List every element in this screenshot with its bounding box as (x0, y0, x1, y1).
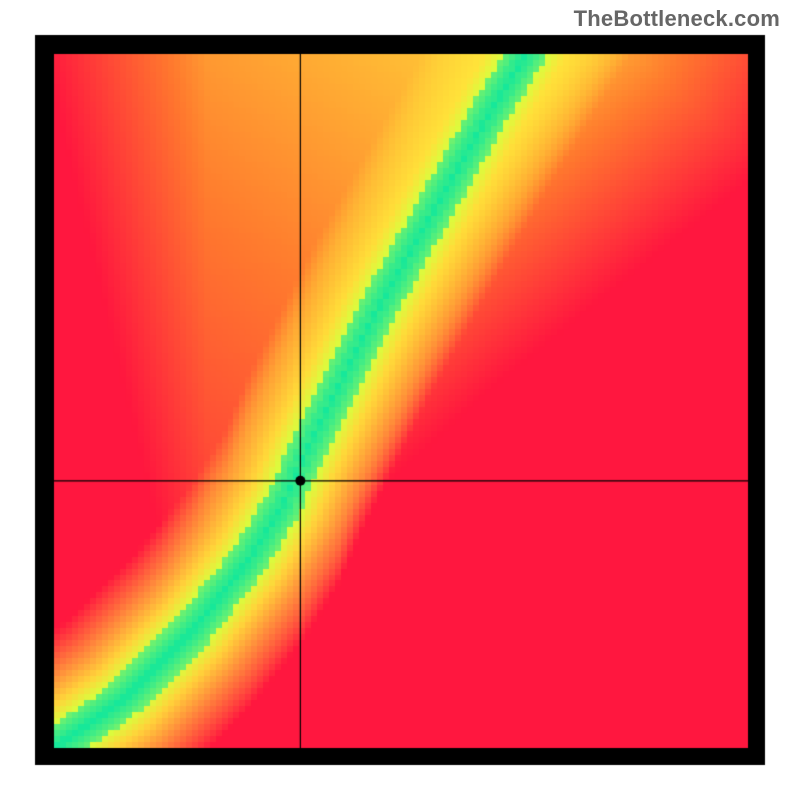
root-container: TheBottleneck.com (0, 0, 800, 800)
bottleneck-heatmap (0, 0, 800, 800)
